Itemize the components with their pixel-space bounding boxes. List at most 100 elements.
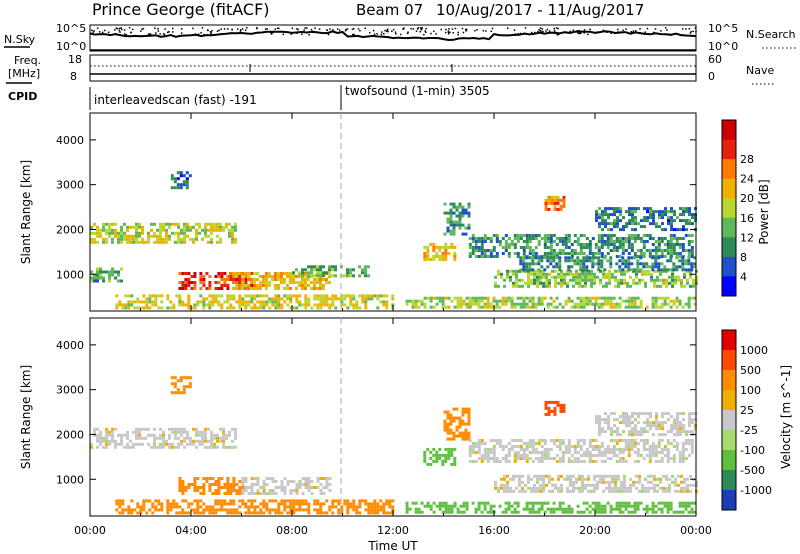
heatmap-cell bbox=[660, 501, 664, 505]
heatmap-cell bbox=[480, 249, 484, 252]
heatmap-cell bbox=[187, 511, 191, 515]
heatmap-cell bbox=[570, 265, 574, 269]
heatmap-cell bbox=[646, 421, 649, 425]
heatmap-cell bbox=[162, 436, 165, 440]
heatmap-cell bbox=[405, 501, 409, 505]
heatmap-cell bbox=[282, 278, 286, 281]
heatmap-cell bbox=[279, 272, 283, 275]
heatmap-cell bbox=[471, 445, 475, 448]
heatmap-cell bbox=[231, 287, 235, 290]
heatmap-cell bbox=[625, 421, 628, 425]
heatmap-cell bbox=[301, 483, 305, 486]
heatmap-cell bbox=[438, 245, 442, 249]
heatmap-cell bbox=[649, 415, 652, 419]
heatmap-cell bbox=[534, 237, 538, 240]
heatmap-cell bbox=[255, 284, 259, 287]
heatmap-cell bbox=[650, 272, 653, 276]
heatmap-cell bbox=[540, 265, 544, 269]
heatmap-cell bbox=[189, 237, 192, 241]
heatmap-cell bbox=[277, 505, 281, 509]
heatmap-cell bbox=[654, 249, 658, 252]
heatmap-cell bbox=[608, 278, 611, 282]
heatmap-cell bbox=[306, 278, 310, 281]
heatmap-cell bbox=[627, 451, 631, 454]
heatmap-cell bbox=[138, 225, 141, 229]
heatmap-cell bbox=[388, 511, 392, 515]
heatmap-cell bbox=[444, 501, 448, 505]
heatmap-cell bbox=[528, 439, 532, 442]
heatmap-cell bbox=[117, 270, 120, 274]
heatmap-cell bbox=[495, 302, 499, 306]
heatmap-cell bbox=[597, 240, 601, 243]
heatmap-cell bbox=[459, 305, 463, 309]
heatmap-cell bbox=[561, 460, 565, 463]
heatmap-cell bbox=[525, 454, 529, 457]
x-tick-label: 08:00 bbox=[276, 524, 308, 537]
heatmap-cell bbox=[432, 296, 436, 300]
heatmap-cell bbox=[528, 256, 532, 260]
heatmap-cell bbox=[556, 201, 560, 205]
heatmap-cell bbox=[649, 222, 652, 226]
noise-search-dot bbox=[149, 33, 151, 35]
heatmap-cell bbox=[494, 281, 497, 285]
heatmap-cell bbox=[449, 416, 453, 420]
heatmap-cell bbox=[657, 439, 661, 442]
heatmap-cell bbox=[549, 457, 553, 460]
heatmap-cell bbox=[618, 451, 622, 454]
heatmap-cell bbox=[590, 272, 593, 276]
heatmap-cell bbox=[573, 460, 577, 463]
heatmap-cell bbox=[561, 252, 565, 255]
noise-search-dot bbox=[118, 29, 120, 32]
heatmap-cell bbox=[643, 412, 646, 416]
heatmap-cell bbox=[441, 510, 445, 514]
heatmap-cell bbox=[522, 296, 526, 300]
heatmap-cell bbox=[519, 234, 523, 237]
heatmap-cell bbox=[666, 442, 670, 445]
heatmap-cell bbox=[267, 281, 271, 284]
heatmap-cell bbox=[181, 486, 185, 489]
heatmap-cell bbox=[522, 451, 526, 454]
heatmap-cell bbox=[241, 297, 245, 301]
heatmap-cell bbox=[579, 252, 583, 255]
noise-search-dot bbox=[660, 30, 662, 32]
heatmap-cell bbox=[382, 502, 386, 506]
heatmap-cell bbox=[636, 237, 640, 240]
heatmap-cell bbox=[662, 281, 665, 285]
heatmap-cell bbox=[663, 445, 667, 448]
heatmap-cell bbox=[579, 299, 583, 303]
heatmap-cell bbox=[108, 279, 111, 283]
heatmap-cell bbox=[518, 477, 521, 481]
heatmap-cell bbox=[606, 299, 610, 303]
heatmap-cell bbox=[513, 246, 517, 249]
heatmap-cell bbox=[204, 445, 207, 449]
heatmap-cell bbox=[522, 302, 526, 306]
heatmap-cell bbox=[414, 507, 418, 511]
heatmap-cell bbox=[494, 480, 497, 484]
heatmap-cell bbox=[274, 306, 278, 310]
heatmap-cell bbox=[99, 433, 102, 437]
heatmap-cell bbox=[564, 237, 568, 240]
heatmap-cell bbox=[642, 445, 646, 448]
heatmap-cell bbox=[570, 243, 574, 246]
heatmap-cell bbox=[186, 442, 189, 446]
heatmap-cell bbox=[624, 240, 628, 243]
heatmap-cell bbox=[480, 237, 484, 240]
heatmap-cell bbox=[208, 287, 212, 290]
heatmap-cell bbox=[595, 219, 598, 223]
heatmap-cell bbox=[558, 302, 562, 306]
heatmap-cell bbox=[435, 245, 439, 249]
heatmap-cell bbox=[666, 243, 670, 246]
heatmap-cell bbox=[276, 275, 280, 278]
heatmap-cell bbox=[219, 240, 222, 244]
noise-search-dot bbox=[203, 33, 205, 36]
heatmap-cell bbox=[600, 305, 604, 309]
heatmap-cell bbox=[444, 305, 448, 309]
heatmap-cell bbox=[123, 445, 126, 449]
heatmap-cell bbox=[561, 249, 565, 252]
heatmap-cell bbox=[358, 294, 362, 298]
heatmap-cell bbox=[611, 480, 614, 484]
heatmap-cell bbox=[452, 205, 456, 209]
heatmap-cell bbox=[663, 268, 667, 272]
heatmap-cell bbox=[346, 306, 350, 310]
